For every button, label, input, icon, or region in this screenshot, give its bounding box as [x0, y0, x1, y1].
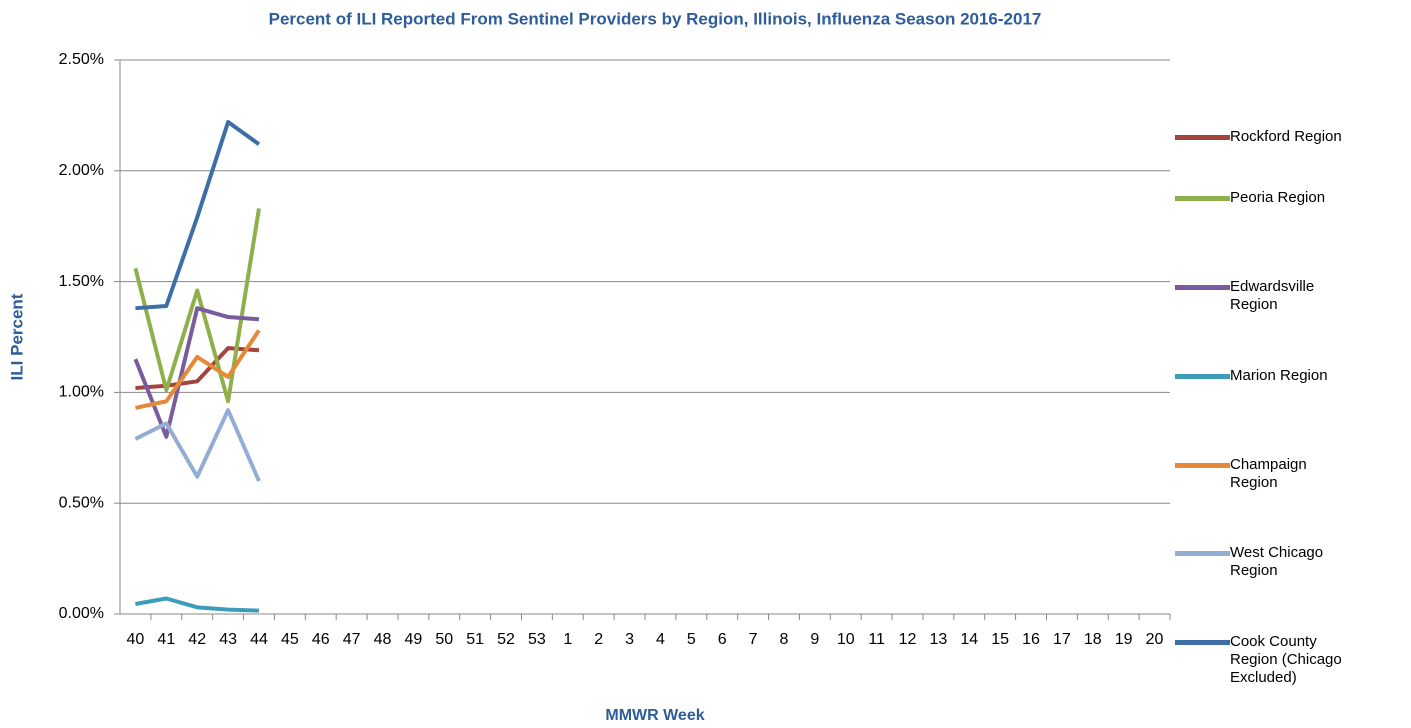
x-tick-label: 47 [343, 631, 361, 648]
x-tick-label: 19 [1115, 631, 1133, 648]
x-tick-label: 45 [281, 631, 299, 648]
legend-item: Cook County Region (Chicago Excluded) [1175, 633, 1405, 687]
x-tick-label: 18 [1084, 631, 1102, 648]
y-tick-label: 2.00% [59, 162, 104, 179]
x-tick-label: 50 [435, 631, 453, 648]
x-tick-label: 10 [837, 631, 855, 648]
legend-swatch [1175, 551, 1230, 556]
legend-swatch [1175, 463, 1230, 468]
y-tick-label: 0.50% [59, 494, 104, 511]
legend-label: Rockford Region [1230, 128, 1342, 145]
legend-item: Peoria Region [1175, 189, 1405, 207]
legend-label: Edwardsville Region [1230, 278, 1315, 313]
x-tick-label: 20 [1146, 631, 1164, 648]
x-tick-label: 15 [991, 631, 1009, 648]
x-tick-label: 12 [899, 631, 917, 648]
legend-swatch [1175, 135, 1230, 140]
y-tick-label: 0.00% [59, 605, 104, 622]
y-tick-label: 1.50% [59, 273, 104, 290]
x-tick-label: 11 [868, 631, 885, 648]
legend-swatch [1175, 640, 1230, 645]
legend-label: Marion Region [1230, 367, 1328, 384]
x-tick-label: 52 [497, 631, 515, 648]
x-tick-label: 43 [219, 631, 237, 648]
series-line [135, 120, 261, 311]
series-line [133, 208, 261, 404]
x-axis-label: MMWR Week [605, 707, 704, 724]
x-tick-label: 6 [718, 631, 727, 648]
legend-swatch [1175, 196, 1230, 201]
legend-item: Rockford Region [1175, 128, 1405, 146]
y-axis-label: ILI Percent [7, 293, 26, 380]
x-tick-label: 40 [127, 631, 145, 648]
x-tick-label: 4 [656, 631, 665, 648]
legend-label: West Chicago Region [1230, 544, 1324, 579]
series-line [135, 596, 260, 613]
x-tick-label: 42 [188, 631, 206, 648]
x-tick-label: 51 [466, 631, 484, 648]
x-tick-label: 48 [374, 631, 392, 648]
x-tick-label: 53 [528, 631, 546, 648]
series-line [135, 329, 261, 410]
y-tick-label: 2.50% [59, 51, 104, 68]
x-tick-label: 8 [780, 631, 789, 648]
x-tick-label: 7 [749, 631, 758, 648]
x-tick-label: 1 [563, 631, 572, 648]
x-tick-label: 41 [157, 631, 175, 648]
series-line [133, 306, 260, 439]
series-line [135, 346, 260, 390]
legend-label: Champaign Region [1230, 456, 1307, 491]
legend-item: Marion Region [1175, 367, 1405, 385]
legend-item: Edwardsville Region [1175, 278, 1405, 314]
chart-title: Percent of ILI Reported From Sentinel Pr… [269, 9, 1042, 28]
x-tick-label: 14 [960, 631, 978, 648]
x-tick-label: 5 [687, 631, 696, 648]
legend-item: West Chicago Region [1175, 544, 1405, 580]
legend-swatch [1175, 374, 1230, 379]
legend-item: Champaign Region [1175, 456, 1405, 492]
x-tick-label: 9 [810, 631, 819, 648]
legend-swatch [1175, 285, 1230, 290]
x-tick-label: 49 [404, 631, 422, 648]
series-line [134, 408, 261, 482]
y-tick-label: 1.00% [59, 384, 104, 401]
x-tick-label: 17 [1053, 631, 1071, 648]
x-tick-label: 44 [250, 631, 268, 648]
legend-label: Cook County Region (Chicago Excluded) [1230, 633, 1342, 686]
x-tick-label: 13 [929, 631, 947, 648]
x-tick-label: 2 [594, 631, 603, 648]
x-tick-label: 46 [312, 631, 330, 648]
x-tick-label: 3 [625, 631, 634, 648]
x-tick-label: 16 [1022, 631, 1040, 648]
legend-label: Peoria Region [1230, 189, 1326, 206]
